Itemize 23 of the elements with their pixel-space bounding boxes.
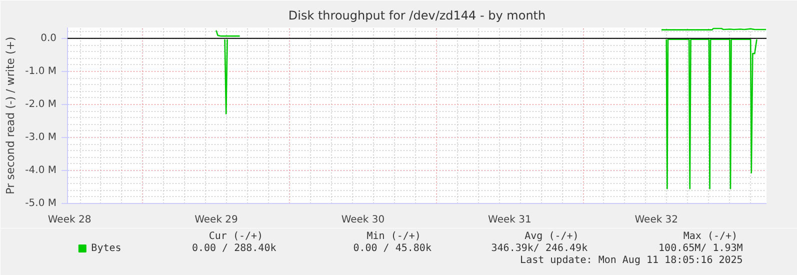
x-tick-label: Week 32 (634, 214, 678, 226)
text: 346.39k/ 246.49k (491, 243, 588, 254)
text: Cur (-/+) (208, 231, 264, 242)
y-tick-label: -3.0 M (25, 132, 57, 143)
text: Last update: Mon Aug 11 18:05:16 2025 (520, 255, 743, 266)
text: 0.00 / 288.40k (192, 243, 276, 254)
text: 100.65M/ 1.93M (658, 243, 743, 254)
text: Avg (-/+) (524, 231, 579, 242)
text: Max (-/+) (683, 231, 738, 242)
y-tick-label: -4.0 M (25, 164, 57, 176)
x-tick-label: Week 31 (488, 214, 532, 226)
y-tick-label: -2.0 M (25, 98, 57, 110)
y-tick-label: -1.0 M (25, 66, 57, 77)
x-tick-label: Week 29 (194, 214, 238, 226)
x-tick-label: Week 28 (48, 214, 92, 226)
chart-title: Disk throughput for /dev/zd144 - by month (288, 8, 546, 22)
text: 0.00 / 45.80k (353, 243, 432, 254)
x-tick-label: Week 30 (341, 214, 385, 226)
legend-label: Bytes (91, 243, 122, 254)
text: Min (-/+) (366, 231, 421, 242)
y-tick-label: 0.0 (40, 32, 57, 44)
y-tick-label: -5.0 M (25, 198, 57, 209)
y-axis-title: Pr second read (-) / write (+) (4, 36, 18, 194)
